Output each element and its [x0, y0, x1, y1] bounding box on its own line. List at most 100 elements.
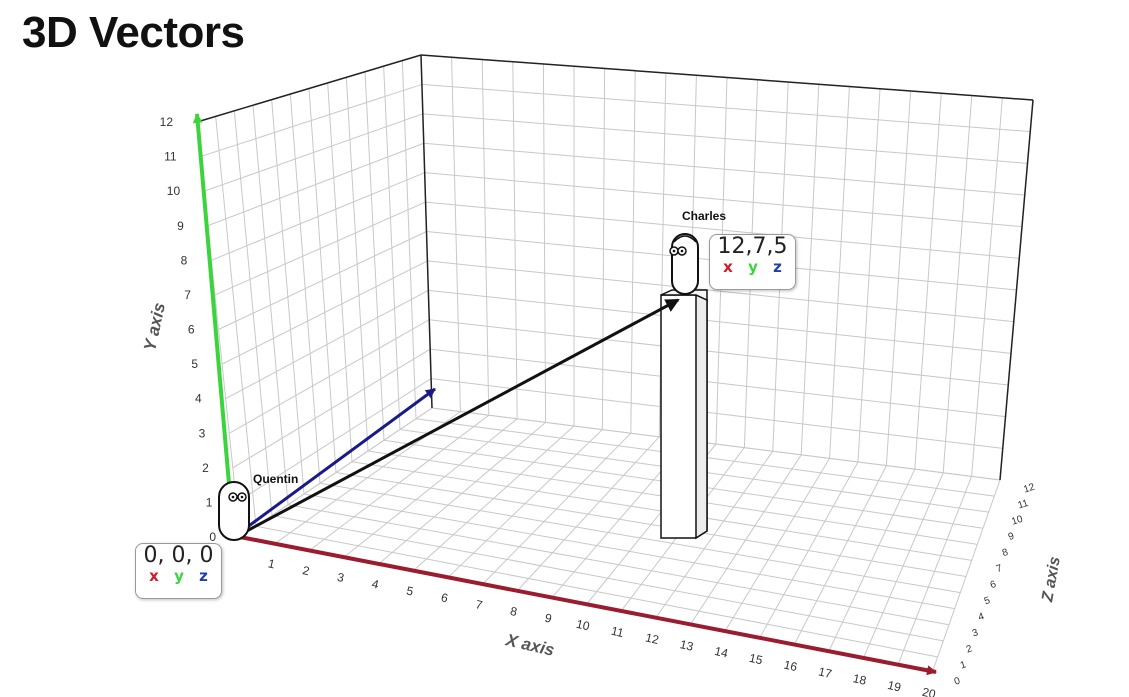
y-tick-label: 5: [191, 357, 198, 371]
z-tick-label: 1: [959, 659, 968, 671]
x-tick-label: 6: [440, 590, 450, 605]
y-letter: y: [748, 258, 758, 276]
y-tick-label: 9: [177, 219, 184, 233]
back-wall-grid-line: [421, 83, 1031, 133]
origin-coordinate-box: 0, 0, 0 x y z: [135, 543, 222, 599]
x-tick-label: 16: [782, 658, 798, 675]
page-title: 3D Vectors: [22, 8, 245, 57]
left-wall-grid-line: [236, 378, 432, 503]
back-wall-grid-line: [429, 319, 1009, 386]
x-tick-label: 20: [921, 685, 937, 697]
z-tick-label: 10: [1010, 514, 1024, 528]
floor-grid-line: [255, 525, 938, 658]
x-tick-label: 11: [610, 624, 626, 641]
z-tick-label: 9: [1007, 531, 1016, 543]
back-wall-grid-line: [424, 172, 1023, 228]
target-coordinates: 12,7,5: [717, 234, 788, 259]
x-tick-label: 5: [405, 584, 415, 599]
x-tick-label: 14: [713, 644, 729, 661]
z-direction-arrow: [245, 387, 436, 530]
x-letter: x: [723, 258, 733, 276]
left-wall-grid-line: [239, 407, 433, 538]
back-wall-grid-line: [431, 378, 1003, 449]
back-wall-grid-line: [422, 113, 1028, 164]
x-tick-label: 17: [817, 664, 833, 681]
left-wall-grid-line: [221, 260, 428, 365]
back-wall-grid-line: [427, 260, 1014, 323]
y-tick-label: 3: [199, 426, 206, 440]
x-tick-label: 3: [336, 570, 346, 585]
y-tick-label: 4: [195, 392, 202, 406]
left-wall-grid-line: [214, 201, 426, 296]
x-tick-label: 4: [370, 577, 380, 592]
quentin-figure: [218, 481, 250, 541]
floor-grid-line: [303, 493, 955, 610]
origin-coordinates: 0, 0, 0: [143, 543, 214, 568]
left-wall-grid-line: [218, 231, 427, 330]
left-wall-grid-line: [207, 142, 424, 227]
y-axis-label: Y axis: [140, 301, 169, 353]
x-tick-label: 9: [543, 611, 553, 626]
z-tick-label: 11: [1017, 498, 1031, 512]
z-tick-label: 7: [995, 563, 1004, 575]
y-letter: y: [174, 567, 184, 585]
floor-grid-line: [335, 472, 967, 577]
left-wall-grid-line: [211, 172, 425, 261]
left-wall-grid-line: [203, 113, 424, 192]
z-tick-label: 8: [1001, 547, 1010, 559]
z-letter: z: [199, 567, 208, 585]
back-wall-grid-line: [423, 142, 1025, 196]
quentin-label: Quentin: [253, 472, 298, 486]
coordinate-letters: x y z: [136, 568, 221, 584]
floor-grid-line: [271, 515, 944, 642]
target-coordinate-box: 12,7,5 x y z: [709, 234, 796, 290]
y-tick-label: 11: [164, 150, 177, 164]
charles-label: Charles: [682, 209, 726, 223]
x-tick-label: 8: [509, 604, 519, 619]
z-tick-label: 2: [965, 643, 974, 655]
vector-arrow: [242, 298, 680, 535]
x-axis-label: X axis: [503, 630, 556, 660]
y-tick-label: 0: [209, 530, 216, 544]
left-wall-grid-line: [229, 319, 430, 434]
left-wall-grid-line: [200, 83, 423, 158]
frame-edge: [999, 99, 1034, 481]
charles-figure: [669, 233, 699, 295]
x-tick-label: 18: [852, 671, 868, 688]
floor-grid-line: [319, 482, 961, 594]
z-tick-label: 0: [953, 675, 962, 687]
z-tick-label: 12: [1022, 482, 1036, 496]
left-wall-grid-line: [225, 289, 429, 400]
y-tick-label: 7: [184, 288, 191, 302]
x-tick-label: 15: [748, 651, 764, 668]
x-tick-label: 12: [644, 630, 660, 647]
z-tick-label: 4: [977, 611, 986, 623]
z-axis-label: Z axis: [1039, 555, 1064, 604]
y-tick-label: 10: [167, 184, 181, 198]
coordinate-letters: x y z: [710, 259, 795, 275]
frame-edge: [420, 54, 1034, 101]
y-tick-label: 12: [160, 115, 174, 129]
z-tick-label: 6: [989, 579, 998, 591]
x-tick-label: 19: [886, 678, 902, 695]
z-tick-label: 5: [983, 595, 992, 607]
y-tick-label: 1: [206, 495, 213, 509]
x-tick-label: 2: [301, 563, 311, 578]
x-tick-label: 1: [267, 556, 277, 571]
y-tick-label: 6: [188, 323, 195, 337]
x-letter: x: [149, 567, 159, 585]
y-tick-label: 2: [202, 461, 209, 475]
x-tick-label: 13: [679, 637, 695, 654]
back-wall-grid-line: [425, 201, 1020, 259]
frame-edge: [196, 54, 422, 123]
x-axis-line: [239, 535, 937, 676]
frame-edge: [420, 54, 433, 409]
x-tick-label: 7: [474, 597, 484, 612]
grid: [196, 54, 1034, 674]
y-tick-label: 8: [181, 253, 188, 267]
z-letter: z: [773, 258, 782, 276]
floor-grid-line: [287, 504, 950, 626]
